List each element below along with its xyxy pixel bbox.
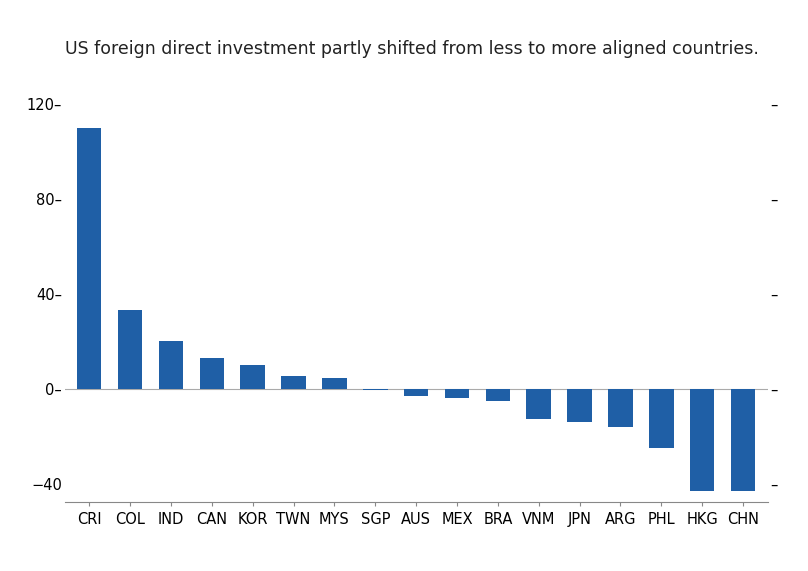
Bar	[404, 389, 428, 396]
Bar	[527, 389, 551, 420]
Bar	[486, 389, 510, 400]
Bar	[730, 389, 755, 490]
Bar	[158, 341, 183, 389]
Bar	[118, 311, 142, 389]
Bar	[77, 128, 102, 389]
Bar	[608, 389, 633, 427]
Bar	[322, 378, 347, 389]
Bar	[444, 389, 469, 398]
Text: US foreign direct investment partly shifted from less to more aligned countries.: US foreign direct investment partly shif…	[65, 40, 759, 58]
Bar	[281, 376, 305, 389]
Bar	[649, 389, 674, 448]
Bar	[567, 389, 591, 422]
Bar	[690, 389, 714, 490]
Bar	[240, 365, 265, 389]
Bar	[363, 389, 388, 390]
Bar	[200, 358, 224, 389]
